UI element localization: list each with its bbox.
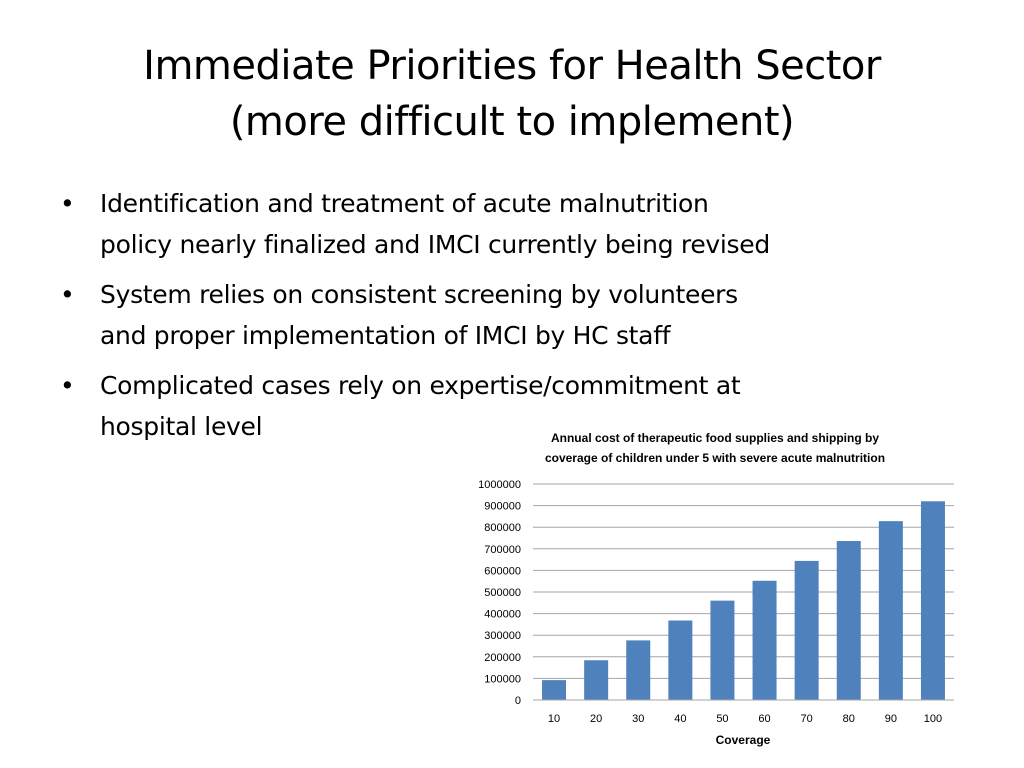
bullet-text-line: and proper implementation of IMCI by HC … <box>100 321 671 350</box>
chart-y-tick-labels: 0 100000 200000 300000 400000 500000 600000 700… <box>478 479 521 707</box>
chart-y-tick-label: 300000 <box>484 630 521 642</box>
bullet-item: • System relies on consistent screening … <box>60 274 1010 356</box>
slide-title: Immediate Priorities for Health Sector (… <box>40 38 984 150</box>
chart-y-tick-label: 700000 <box>484 544 521 556</box>
chart-y-tick-label: 600000 <box>484 565 521 577</box>
chart-x-tick-label: 40 <box>674 713 686 725</box>
chart-y-tick-label: 400000 <box>484 609 521 621</box>
bullet-text-line: hospital level <box>100 412 263 441</box>
bullet-dot-icon: • <box>60 189 75 218</box>
chart-y-tick-label: 200000 <box>484 652 521 664</box>
chart-y-tick-label: 0 <box>515 695 521 707</box>
bullet-text-line: Complicated cases rely on expertise/comm… <box>100 371 741 400</box>
chart-x-tick-label: 20 <box>590 713 602 725</box>
slide-title-line-2: (more difficult to implement) <box>229 99 795 145</box>
chart-x-tick-label: 70 <box>801 713 813 725</box>
chart-x-tick-label: 30 <box>632 713 644 725</box>
chart-title-line-2: coverage of children under 5 with severe… <box>545 451 885 465</box>
chart-bar-100 <box>920 501 945 700</box>
chart-bar-10 <box>542 680 567 700</box>
chart-bars <box>542 501 945 700</box>
bullet-text-line: policy nearly finalized and IMCI current… <box>100 230 770 259</box>
bullet-item: • Identification and treatment of acute … <box>60 183 1010 265</box>
chart-bar-60 <box>752 580 777 700</box>
chart-bar-80 <box>836 541 861 700</box>
chart-y-tick-label: 500000 <box>484 587 521 599</box>
chart-y-tick-label: 1000000 <box>478 479 521 491</box>
bullet-text-line: Identification and treatment of acute ma… <box>100 189 709 218</box>
chart-y-tick-label: 900000 <box>484 501 521 513</box>
chart-x-tick-label: 100 <box>924 713 942 725</box>
bullet-dot-icon: • <box>60 371 75 400</box>
chart-y-tick-label: 100000 <box>484 673 521 685</box>
chart-bar-50 <box>710 600 735 700</box>
slide-title-line-1: Immediate Priorities for Health Sector <box>143 43 881 89</box>
chart-x-tick-label: 80 <box>843 713 855 725</box>
chart-bar-40 <box>668 620 693 700</box>
bullet-item: • Complicated cases rely on expertise/co… <box>60 365 1010 447</box>
chart-x-axis-title: Coverage <box>716 733 771 747</box>
chart-bar-30 <box>626 640 651 700</box>
bullet-list: • Identification and treatment of acute … <box>60 183 1010 456</box>
chart-x-tick-label: 90 <box>885 713 897 725</box>
chart-x-tick-label: 10 <box>548 713 560 725</box>
bullet-text-line: System relies on consistent screening by… <box>100 280 738 309</box>
chart-bar-70 <box>794 560 819 700</box>
chart-x-tick-labels: 10 20 30 40 50 60 70 80 90 100 <box>548 713 942 725</box>
coverage-cost-bar-chart: Annual cost of therapeutic food supplies… <box>478 431 954 747</box>
chart-title-line-1: Annual cost of therapeutic food supplies… <box>551 431 879 445</box>
chart-bar-20 <box>584 660 609 700</box>
chart-bar-90 <box>878 521 903 700</box>
chart-x-tick-label: 50 <box>716 713 728 725</box>
chart-y-tick-label: 800000 <box>484 522 521 534</box>
chart-x-tick-label: 60 <box>758 713 770 725</box>
bullet-dot-icon: • <box>60 280 75 309</box>
